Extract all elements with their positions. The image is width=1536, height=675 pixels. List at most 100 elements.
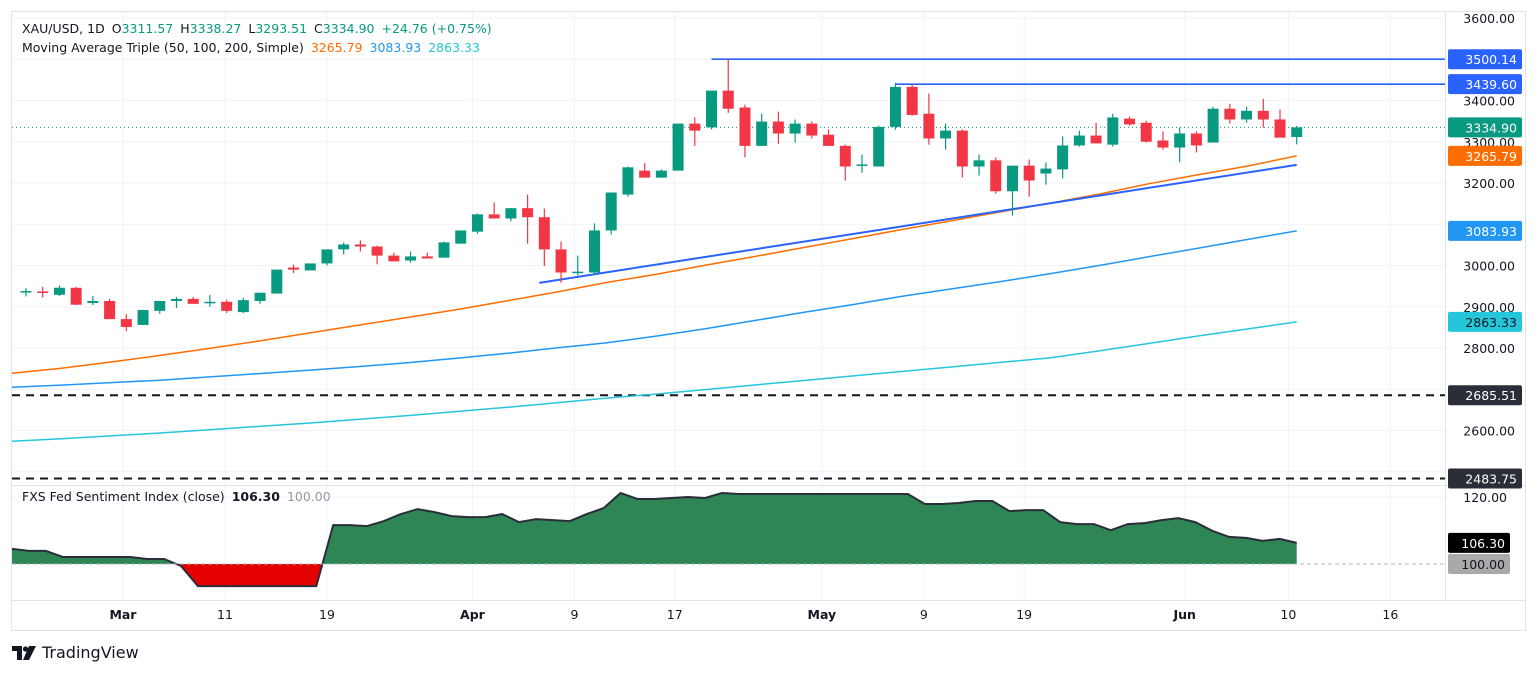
time-axis-label: 19 [319, 607, 335, 622]
candle-down[interactable] [288, 267, 300, 270]
price-tag-2685-51-bg [1448, 385, 1522, 406]
candle-down[interactable] [555, 249, 567, 273]
candle-up[interactable] [471, 214, 483, 232]
ma50-line[interactable] [11, 155, 1297, 374]
time-axis-label: 10 [1280, 607, 1296, 622]
candle-up[interactable] [789, 123, 801, 134]
candle-down[interactable] [371, 246, 383, 256]
candle-up[interactable] [588, 230, 600, 273]
candle-down[interactable] [722, 90, 734, 109]
candle-down[interactable] [187, 298, 199, 304]
symbol-legend: XAU/USD, 1D O3311.57 H3338.27 L3293.51 C3334… [22, 21, 492, 36]
time-axis-label: 9 [570, 607, 578, 622]
candle-down[interactable] [739, 107, 751, 146]
ma100-line[interactable] [11, 230, 1297, 388]
candle-up[interactable] [204, 301, 216, 304]
candle-up[interactable] [455, 230, 467, 244]
candle-up[interactable] [338, 244, 350, 250]
candle-down[interactable] [689, 123, 701, 131]
close-label: C [314, 21, 323, 36]
candle-up[interactable] [321, 249, 333, 264]
candle-up[interactable] [1207, 108, 1219, 143]
candle-up[interactable] [20, 291, 32, 293]
candle-up[interactable] [304, 263, 316, 271]
candle-down[interactable] [906, 86, 918, 115]
support-trendline[interactable] [539, 163, 1297, 284]
candle-up[interactable] [572, 271, 584, 274]
tradingview-brand[interactable]: TradingView [12, 643, 139, 662]
candle-down[interactable] [990, 160, 1002, 192]
candle-up[interactable] [1107, 117, 1119, 145]
candle-up[interactable] [873, 126, 885, 167]
candle-down[interactable] [388, 255, 400, 262]
candle-up[interactable] [940, 130, 952, 139]
ma200-line[interactable] [11, 321, 1297, 442]
ma50-value: 3265.79 [310, 40, 363, 55]
candle-up[interactable] [622, 167, 634, 195]
candle-down[interactable] [1140, 122, 1152, 142]
candle-down[interactable] [538, 217, 550, 250]
candle-down[interactable] [104, 300, 116, 320]
candle-up[interactable] [889, 86, 901, 127]
candle-up[interactable] [655, 170, 667, 178]
candle-down[interactable] [639, 170, 651, 178]
candle-up[interactable] [1073, 135, 1085, 146]
candle-up[interactable] [271, 269, 283, 294]
candle-up[interactable] [254, 292, 266, 301]
sentiment-title[interactable]: FXS Fed Sentiment Index (close) [22, 489, 225, 504]
candle-down[interactable] [421, 256, 433, 259]
candle-down[interactable] [1157, 140, 1169, 148]
candle-up[interactable] [1040, 168, 1052, 174]
price-tag-3083-93: 3083.93 [1465, 224, 1517, 239]
candle-up[interactable] [1174, 133, 1186, 148]
candle-up[interactable] [154, 300, 166, 311]
candle-up[interactable] [605, 192, 617, 231]
candle-up[interactable] [706, 90, 718, 128]
candle-up[interactable] [53, 287, 65, 295]
candle-up[interactable] [170, 298, 182, 301]
candle-up[interactable] [1241, 110, 1253, 120]
candle-up[interactable] [505, 208, 517, 219]
candle-up[interactable] [1006, 165, 1018, 192]
candle-down[interactable] [1023, 165, 1035, 181]
candle-down[interactable] [806, 123, 818, 136]
candle-down[interactable] [1190, 133, 1202, 146]
candle-up[interactable] [405, 256, 417, 261]
candle-down[interactable] [839, 145, 851, 167]
candle-down[interactable] [772, 121, 784, 134]
candle-down[interactable] [522, 208, 534, 218]
ma-title[interactable]: Moving Average Triple (50, 100, 200, Sim… [22, 40, 304, 55]
candle-down[interactable] [70, 287, 82, 305]
candle-up[interactable] [1291, 127, 1303, 137]
candle-down[interactable] [1274, 119, 1286, 138]
symbol-title[interactable]: XAU/USD, 1D [22, 21, 105, 36]
candle-up[interactable] [237, 300, 249, 313]
candle-down[interactable] [488, 214, 500, 219]
price-tag-3439-60: 3439.60 [1465, 77, 1517, 92]
candle-up[interactable] [438, 242, 450, 258]
candle-down[interactable] [354, 244, 366, 247]
candle-down[interactable] [1224, 108, 1236, 120]
candle-down[interactable] [1124, 118, 1136, 125]
candle-down[interactable] [823, 134, 835, 146]
price-tag-3334-90-bg [1448, 117, 1522, 138]
candle-down[interactable] [923, 113, 935, 139]
candle-up[interactable] [87, 300, 99, 304]
sentiment-line[interactable] [11, 491, 1297, 588]
tradingview-logo-icon [12, 645, 36, 660]
candle-up[interactable] [973, 160, 985, 167]
candle-up[interactable] [856, 164, 868, 166]
candle-up[interactable] [1057, 145, 1069, 170]
candle-down[interactable] [1257, 110, 1269, 120]
candle-up[interactable] [672, 123, 684, 171]
candle-down[interactable] [221, 301, 233, 311]
price-axis-label: 2800.00 [1463, 341, 1515, 356]
candle-down[interactable] [1090, 135, 1102, 144]
candle-up[interactable] [756, 121, 768, 146]
candle-up[interactable] [137, 310, 149, 325]
candle-down[interactable] [120, 319, 132, 327]
candle-down[interactable] [956, 130, 968, 167]
candle-down[interactable] [37, 291, 49, 293]
sentiment-legend: FXS Fed Sentiment Index (close) 106.30 100… [22, 489, 331, 504]
